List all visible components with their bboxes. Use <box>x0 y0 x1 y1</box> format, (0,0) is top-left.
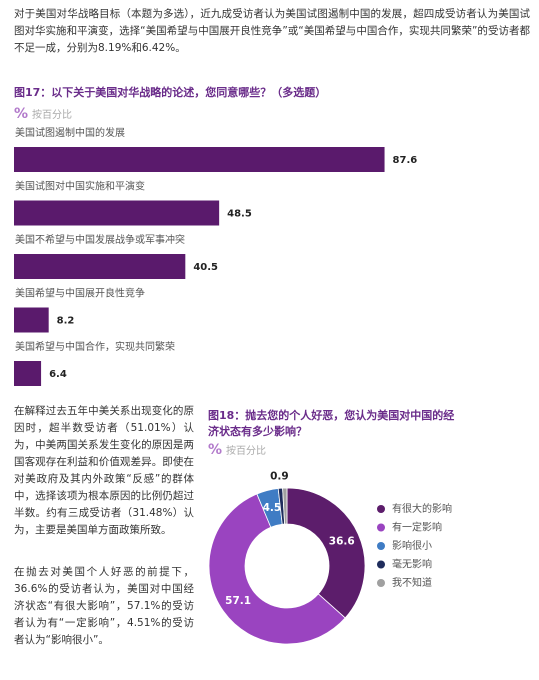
legend-label: 我不知道 <box>392 576 432 589</box>
bar-label: 美国希望与中国展开良性竞争 <box>15 287 145 300</box>
unit-icon: % <box>14 106 29 122</box>
value-label: 0.9 <box>270 470 289 482</box>
value-label: 40.5 <box>193 262 218 273</box>
unit-note: % 按百分比 <box>14 106 72 122</box>
legend-label: 影响很小 <box>392 539 432 552</box>
value-label: 48.5 <box>227 209 252 220</box>
legend-swatch <box>377 505 385 513</box>
legend-swatch <box>377 579 385 587</box>
bar-label: 美国希望与中国合作，实现共同繁荣 <box>15 340 175 353</box>
value-label: 57.1 <box>225 595 251 607</box>
donut-slice <box>282 487 288 525</box>
legend-label: 有一定影响 <box>392 521 442 534</box>
unit-note: % 按百分比 <box>208 442 266 458</box>
intro-paragraph: 对于美国对华战略目标（本题为多选），近九成受访者认为美国试图遏制中国的发展，超四… <box>14 8 530 54</box>
legend-swatch <box>377 542 385 550</box>
value-label: 36.6 <box>329 535 355 547</box>
legend-swatch <box>377 560 385 569</box>
value-label: 4.5 <box>263 502 282 514</box>
bar <box>14 254 186 279</box>
bar <box>14 200 220 226</box>
donut-slice <box>208 493 346 645</box>
figure-18-title: 图18：抛去您的个人好恶，您认为美国对中国的经济状态有多少影响？ <box>208 409 455 438</box>
bar-label: 美国试图遏制中国的发展 <box>15 126 125 139</box>
paragraph: 在解释过去五年中美关系出现变化的原因时，超半数受访者（51.01%）认为，中美两… <box>14 405 194 536</box>
figure-17-title: 图17：以下关于美国对华战略的论述，您同意哪些？（多选题） <box>14 86 327 99</box>
donut-slice <box>286 487 366 619</box>
unit-text: 按百分比 <box>32 110 73 121</box>
legend-label: 有很大的影响 <box>392 502 452 515</box>
bar-label: 美国试图对中国实施和平演变 <box>15 180 145 193</box>
value-label: 6.4 <box>49 369 67 380</box>
bar <box>14 147 385 172</box>
value-label: 8.2 <box>57 316 75 327</box>
unit-text: 按百分比 <box>226 446 267 457</box>
legend-label: 毫无影响 <box>392 558 432 571</box>
paragraph: 在抛去对美国个人好恶的前提下，36.6%的受访者认为，美国对中国经济状态“有很大… <box>14 566 194 646</box>
bar <box>14 307 49 333</box>
bar-label: 美国不希望与中国发展战争或军事冲突 <box>15 233 185 246</box>
bar <box>14 361 42 386</box>
value-label: 87.6 <box>393 155 418 166</box>
unit-icon: % <box>208 442 223 458</box>
legend-swatch <box>377 523 385 532</box>
